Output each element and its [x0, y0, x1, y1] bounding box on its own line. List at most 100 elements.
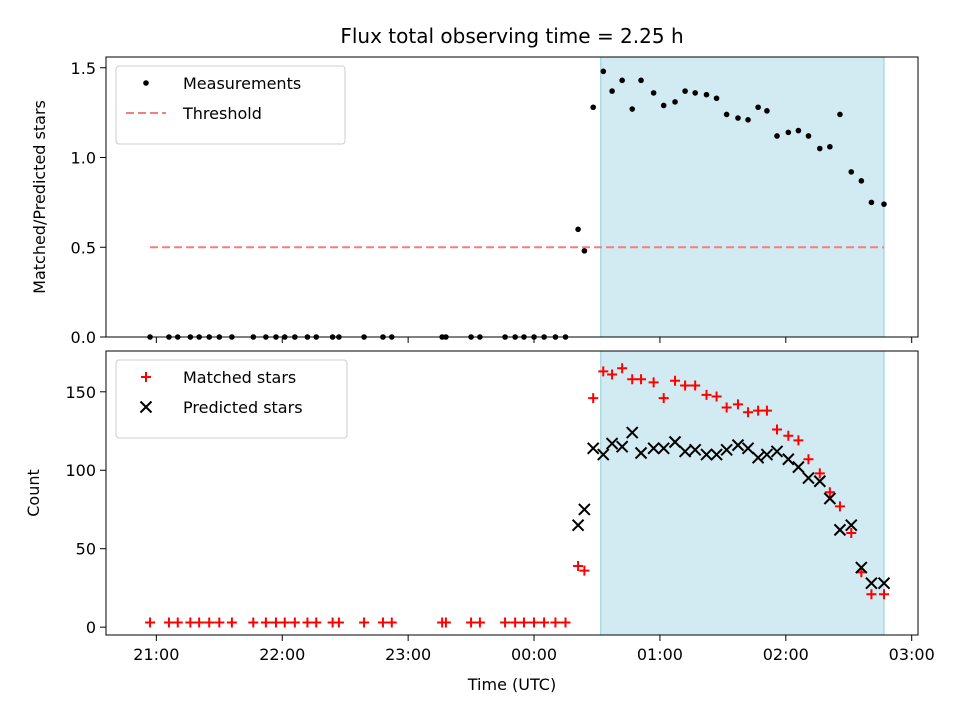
panel-count-frame: [105, 350, 919, 636]
chart-title: Flux total observing time = 2.25 h: [340, 24, 683, 48]
matched-star-point: [824, 487, 835, 498]
matched-star-point: [529, 617, 540, 628]
matched-star-point: [194, 617, 205, 628]
matched-star-point: [359, 617, 370, 628]
measurement-point: [868, 199, 875, 206]
x-tick-label: 21:00: [133, 645, 179, 664]
matched-star-point: [761, 405, 772, 416]
measurement-point: [723, 111, 730, 118]
legend-count: Matched stars Predicted stars: [115, 359, 348, 439]
matched-star-point: [879, 589, 890, 600]
measurement-point: [590, 104, 596, 111]
x-tick-label: 22:00: [259, 645, 305, 664]
measurement-point: [848, 169, 855, 175]
predicted-star-point: [855, 561, 868, 574]
legend-label: Measurements: [183, 74, 301, 93]
predicted-star-point: [720, 443, 733, 457]
measurement-point: [858, 178, 865, 184]
predicted-star-point: [647, 442, 660, 455]
predicted-star-point: [688, 443, 702, 457]
matched-star-point: [510, 617, 521, 628]
matched-star-point: [617, 363, 628, 374]
matched-star-point: [701, 389, 712, 400]
x-tick-label: 00:00: [511, 645, 557, 664]
predicted-star-point: [833, 523, 847, 537]
predicted-star-point: [678, 445, 692, 458]
matched-star-point: [302, 617, 313, 628]
matched-star-point: [550, 617, 561, 628]
matched-star-point: [145, 617, 156, 628]
count-axis-label: Count: [24, 469, 43, 517]
measurement-point: [703, 91, 710, 98]
predicted-star-point: [657, 442, 670, 455]
matched-star-point: [743, 407, 754, 418]
legend-label: Predicted stars: [183, 398, 303, 417]
matched-star-point: [474, 617, 485, 628]
measurement-point: [795, 127, 802, 134]
measurement-point: [713, 95, 720, 102]
matched-star-point: [680, 380, 691, 391]
matched-star-point: [846, 528, 857, 539]
matched-star-point: [214, 617, 225, 628]
y-tick-label: 0.5: [71, 238, 96, 257]
matched-star-point: [627, 374, 638, 385]
predicted-star-point: [741, 442, 755, 455]
matched-star-point: [163, 617, 174, 628]
matched-star-point: [440, 617, 451, 628]
matched-star-point: [834, 501, 845, 512]
legend-label: Matched stars: [183, 368, 296, 387]
predicted-star-point: [802, 471, 815, 485]
predicted-star-point: [877, 577, 891, 590]
measurement-point: [581, 248, 588, 254]
predicted-star-point: [845, 518, 858, 532]
measurement-point: [817, 145, 823, 152]
predicted-star-point: [792, 460, 805, 474]
y-tick-label: 0.0: [71, 328, 96, 347]
predicted-star-point: [571, 518, 585, 532]
matched-star-point: [500, 617, 511, 628]
measurement-point: [660, 102, 667, 109]
matched-star-point: [721, 402, 732, 413]
panel-ratio: 0.0 0.5 1.0 1.5 Matched/Predicted stars Mea…: [30, 56, 919, 347]
measurement-point: [619, 77, 625, 84]
predicted-star-point: [710, 448, 723, 461]
measurement-point: [745, 117, 751, 123]
predicted-star-point: [605, 437, 619, 450]
matched-star-point: [793, 435, 804, 446]
matched-star-point: [248, 617, 259, 628]
matched-star-point: [311, 617, 322, 628]
predicted-star-point: [865, 577, 878, 590]
measurement-point: [575, 226, 581, 233]
matched-star-point: [279, 617, 290, 628]
measurement-point: [735, 115, 741, 121]
x-tick-label: 23:00: [385, 645, 431, 664]
matched-star-point: [579, 565, 590, 576]
predicted-star-point: [760, 448, 774, 461]
matched-star-point: [772, 424, 783, 435]
predicted-star-point: [634, 446, 648, 460]
measurement-point: [837, 111, 843, 118]
legend-label: Threshold: [182, 104, 262, 123]
ratio-axis-label: Matched/Predicted stars: [30, 100, 49, 294]
predicted-star-point: [751, 451, 765, 464]
predicted-star-point: [700, 448, 713, 461]
matched-star-point: [466, 617, 477, 628]
predicted-star-point: [597, 448, 610, 461]
measurement-point: [881, 201, 887, 207]
matched-star-point: [226, 617, 237, 628]
measurement-point: [600, 68, 607, 75]
matched-star-point: [289, 617, 300, 628]
matched-star-point: [670, 375, 681, 386]
measurement-point: [774, 133, 780, 139]
measurement-point: [692, 90, 698, 96]
matched-star-point: [598, 366, 609, 377]
matched-star-point: [648, 377, 659, 388]
matched-star-point: [803, 454, 814, 465]
predicted-star-point: [578, 503, 591, 516]
matched-star-point: [518, 617, 529, 628]
highlight-span: [600, 56, 885, 338]
matched-star-point: [588, 393, 599, 404]
matched-star-point: [866, 589, 877, 600]
matched-star-point: [732, 399, 743, 410]
